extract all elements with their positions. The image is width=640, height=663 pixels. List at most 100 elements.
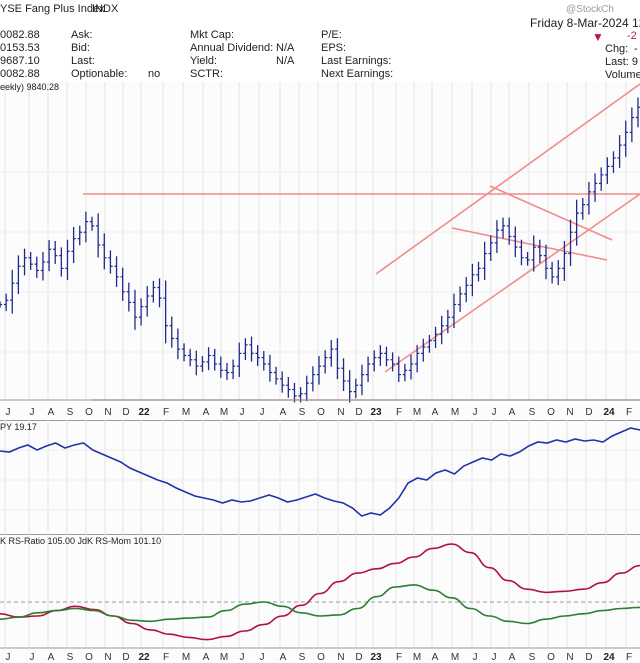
x-tick-label: J — [240, 652, 245, 663]
price-bar — [108, 250, 113, 274]
x-tick-label: J — [240, 407, 245, 418]
price-bar — [71, 226, 76, 264]
x-tick-label: S — [67, 652, 74, 663]
x-tick-label: S — [299, 652, 306, 663]
price-bar — [605, 157, 610, 185]
price-bar — [120, 267, 125, 301]
x-tick-label: O — [85, 652, 93, 663]
price-bar — [525, 252, 530, 266]
chart-header: YSE Fang Plus Index INDX @StockCh 0082.8… — [0, 0, 640, 82]
price-bar — [0, 301, 3, 308]
price-bar — [279, 371, 285, 393]
down-arrow-icon: ▼ — [592, 30, 604, 44]
optionable-label: Optionable: — [71, 68, 128, 80]
yield-label: Yield: — [190, 55, 218, 67]
x-tick-label: J — [473, 407, 478, 418]
volume-label: Volume — [605, 69, 640, 81]
price-bar — [414, 345, 420, 373]
relative-legend: PY 19.17 — [0, 422, 37, 432]
pe-label: P/E: — [321, 29, 342, 41]
price-bar — [384, 346, 389, 367]
x-tick-label: A — [203, 407, 210, 418]
mkt-cap-label: Mkt Cap: — [190, 29, 235, 41]
price-panel: eekly) 9840.28 J J A S O N D 22 F M A M J J A S O N D 23 F M A… — [0, 82, 640, 420]
last-earnings-label: Last Earnings: — [321, 55, 392, 67]
price-bar — [598, 167, 604, 191]
price-bar — [83, 211, 89, 243]
price-bar — [623, 120, 628, 157]
price-bar — [365, 356, 371, 383]
x-tick-label: J — [260, 652, 265, 663]
yield-value: N/A — [276, 55, 295, 67]
x-tick-label: 23 — [370, 407, 382, 418]
price-bar — [617, 135, 622, 168]
price-bar — [574, 199, 579, 246]
bid-label: Bid: — [71, 42, 90, 54]
price-bar — [390, 352, 395, 372]
x-tick-label: D — [355, 652, 362, 663]
price-bar — [46, 240, 52, 272]
price-bar — [114, 256, 119, 287]
price-bar — [341, 358, 346, 391]
x-tick-label: M — [413, 407, 421, 418]
x-tick-label: S — [529, 407, 536, 418]
x-tick-label: M — [182, 652, 190, 663]
ask-label: Ask: — [71, 29, 93, 41]
price-bar — [163, 280, 168, 344]
price-bar — [59, 247, 64, 277]
price-bar — [151, 280, 156, 303]
price-bar — [335, 338, 340, 380]
price-bar — [206, 347, 211, 371]
x-tick-label: F — [396, 652, 402, 663]
price-row-1: 0082.88 — [0, 29, 40, 41]
price-bar — [65, 239, 70, 281]
price-bar — [451, 293, 457, 329]
index-title: YSE Fang Plus Index — [0, 3, 105, 15]
annual-dividend-label: Annual Dividend: — [190, 42, 274, 54]
price-bar — [408, 354, 414, 380]
price-bar — [175, 328, 181, 360]
x-tick-label: S — [529, 652, 536, 663]
price-bar — [157, 278, 162, 308]
price-bar — [611, 151, 616, 173]
price-bar — [181, 343, 187, 362]
x-tick-label: M — [220, 652, 228, 663]
price-bar — [132, 289, 138, 330]
rs-momentum-line — [0, 584, 640, 625]
price-bar — [304, 375, 309, 402]
x-tick-label: M — [182, 407, 190, 418]
x-tick-label: F — [163, 407, 169, 418]
x-tick-label: A — [280, 407, 287, 418]
price-bar — [224, 362, 230, 380]
price-bar — [316, 356, 322, 385]
x-tick-label: S — [67, 407, 74, 418]
price-bar — [40, 252, 46, 281]
x-tick-label: D — [122, 652, 129, 663]
last-label: Last: — [71, 55, 95, 67]
price-bar — [592, 173, 598, 202]
price-bar — [200, 356, 205, 372]
price-bar — [310, 366, 316, 392]
x-tick-label: J — [492, 407, 497, 418]
price-bar — [102, 233, 107, 270]
x-tick-label: J — [260, 407, 265, 418]
x-tick-label: N — [337, 652, 344, 663]
price-bar — [537, 239, 543, 264]
rrg-legend: K RS-Ratio 105.00 JdK RS-Mom 101.10 — [0, 536, 161, 546]
price-bar — [126, 282, 132, 312]
price-bar — [89, 216, 95, 231]
price-bar — [230, 359, 236, 380]
x-tick-label: F — [626, 652, 632, 663]
brand-label: @StockCh — [566, 4, 614, 15]
price-bar — [372, 350, 377, 372]
x-tick-label: A — [509, 652, 516, 663]
x-tick-label: M — [451, 652, 459, 663]
x-tick-label: F — [396, 407, 402, 418]
price-bar — [292, 382, 297, 403]
x-tick-label: O — [85, 407, 93, 418]
price-bar — [531, 235, 536, 272]
price-bar — [629, 107, 635, 143]
price-bar — [549, 261, 555, 284]
price-bar — [95, 213, 101, 258]
x-tick-label: J — [6, 407, 11, 418]
